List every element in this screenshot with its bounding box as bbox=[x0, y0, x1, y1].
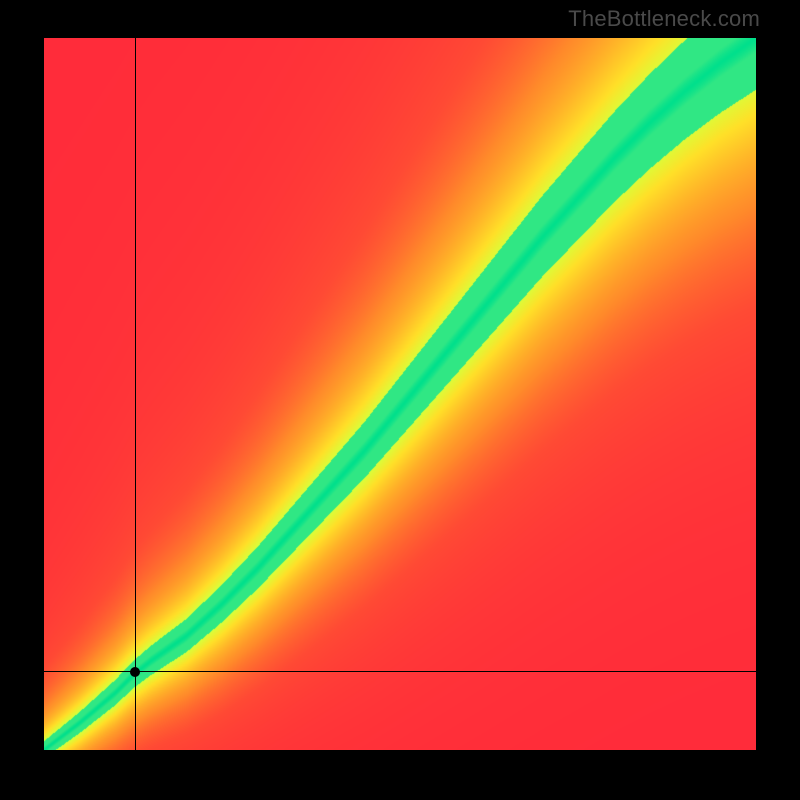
heatmap-canvas bbox=[44, 38, 756, 750]
attribution-text: TheBottleneck.com bbox=[568, 6, 760, 32]
heatmap-plot bbox=[44, 38, 756, 750]
chart-container: TheBottleneck.com bbox=[0, 0, 800, 800]
